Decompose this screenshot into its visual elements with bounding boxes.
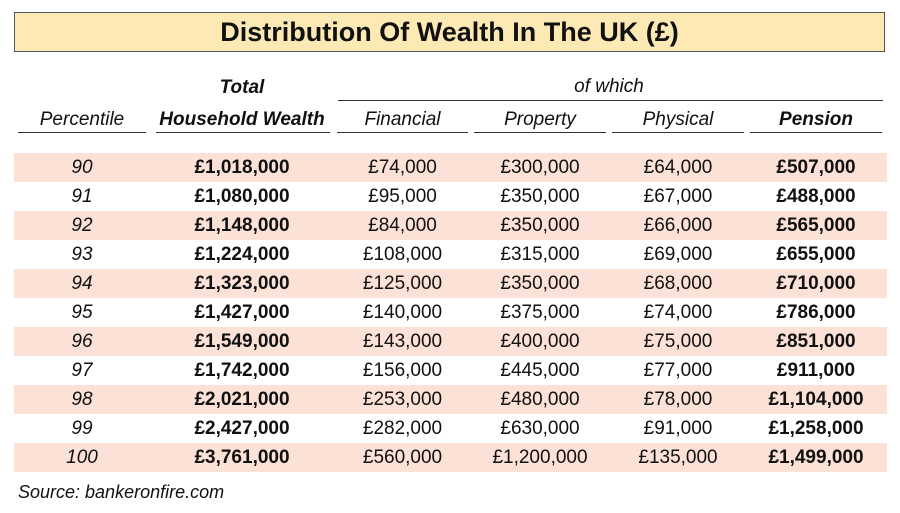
header-financial: Financial <box>364 109 441 130</box>
cell-property: £375,000 <box>500 302 580 323</box>
cell-pension: £786,000 <box>776 302 856 323</box>
header-rule-property <box>474 132 606 133</box>
cell-financial: £84,000 <box>368 215 437 236</box>
table-row: 90 £1,018,000 £74,000 £300,000 £64,000 £507,0… <box>14 153 887 182</box>
cell-pension: £655,000 <box>776 244 856 265</box>
cell-pension: £1,104,000 <box>768 389 864 410</box>
table-row: 94 £1,323,000 £125,000 £350,000 £68,000 £710,… <box>14 269 887 298</box>
cell-physical: £64,000 <box>643 157 713 178</box>
table-row: 91 £1,080,000 £95,000 £350,000 £67,000 £488,0… <box>14 182 887 211</box>
header-total-line2: Household Wealth <box>159 109 325 130</box>
cell-total: £1,427,000 <box>194 302 290 323</box>
header-property: Property <box>504 109 576 130</box>
group-header-underline <box>338 100 883 101</box>
header-percentile: Percentile <box>39 109 125 130</box>
cell-physical: £91,000 <box>643 418 713 439</box>
cell-financial: £143,000 <box>362 331 443 352</box>
cell-property: £350,000 <box>500 273 580 294</box>
cell-pension: £507,000 <box>776 157 856 178</box>
cell-total: £3,761,000 <box>194 447 290 468</box>
table-row: 100 £3,761,000 £560,000 £1,200,000 £135,000 £… <box>14 443 887 472</box>
cell-percentile: 91 <box>71 186 93 207</box>
cell-percentile: 100 <box>66 447 98 468</box>
cell-financial: £125,000 <box>362 273 443 294</box>
cell-property: £445,000 <box>500 360 580 381</box>
header-pension: Pension <box>779 109 853 130</box>
cell-pension: £710,000 <box>776 273 856 294</box>
cell-financial: £74,000 <box>368 157 437 178</box>
header-total-line1: Total <box>219 77 265 98</box>
header-rule-percentile <box>18 132 146 133</box>
cell-financial: £156,000 <box>362 360 443 381</box>
cell-total: £1,549,000 <box>194 331 290 352</box>
cell-total: £1,742,000 <box>194 360 290 381</box>
cell-pension: £565,000 <box>776 215 856 236</box>
cell-physical: £75,000 <box>643 331 713 352</box>
cell-total: £1,323,000 <box>194 273 290 294</box>
cell-property: £350,000 <box>500 215 580 236</box>
cell-property: £315,000 <box>500 244 580 265</box>
cell-physical: £69,000 <box>643 244 713 265</box>
cell-total: £1,080,000 <box>194 186 290 207</box>
cell-physical: £135,000 <box>638 447 718 468</box>
cell-total: £2,021,000 <box>194 389 290 410</box>
cell-financial: £108,000 <box>362 244 443 265</box>
cell-property: £630,000 <box>500 418 580 439</box>
cell-financial: £253,000 <box>362 389 443 410</box>
cell-percentile: 90 <box>71 157 93 178</box>
cell-percentile: 94 <box>71 273 93 294</box>
cell-financial: £560,000 <box>362 447 443 468</box>
cell-percentile: 98 <box>71 389 93 410</box>
cell-pension: £488,000 <box>776 186 856 207</box>
header-rule-physical <box>612 132 744 133</box>
cell-percentile: 93 <box>71 244 93 265</box>
cell-percentile: 92 <box>71 215 93 236</box>
cell-physical: £77,000 <box>643 360 713 381</box>
cell-property: £480,000 <box>500 389 580 410</box>
cell-percentile: 99 <box>71 418 93 439</box>
cell-financial: £282,000 <box>362 418 443 439</box>
cell-physical: £67,000 <box>643 186 713 207</box>
cell-pension: £1,499,000 <box>768 447 864 468</box>
cell-total: £1,148,000 <box>194 215 290 236</box>
cell-percentile: 96 <box>71 331 93 352</box>
table-row: 98 £2,021,000 £253,000 £480,000 £78,000 £1,10… <box>14 385 887 414</box>
group-header-of-which: of which <box>574 76 644 97</box>
cell-financial: £140,000 <box>362 302 443 323</box>
header-rule-pension <box>750 132 882 133</box>
table-row: 99 £2,427,000 £282,000 £630,000 £91,000 £1,25… <box>14 414 887 443</box>
source-note: Source: bankeronfire.com <box>18 482 225 502</box>
chart-title: Distribution Of Wealth In The UK (£) <box>220 16 679 47</box>
cell-physical: £78,000 <box>643 389 713 410</box>
table-row: 95 £1,427,000 £140,000 £375,000 £74,000 £786,… <box>14 298 887 327</box>
cell-total: £2,427,000 <box>194 418 290 439</box>
table-row: 96 £1,549,000 £143,000 £400,000 £75,000 £851,… <box>14 327 887 356</box>
cell-percentile: 95 <box>71 302 93 323</box>
cell-pension: £911,000 <box>776 360 856 381</box>
cell-total: £1,224,000 <box>194 244 290 265</box>
cell-financial: £95,000 <box>368 186 437 207</box>
cell-physical: £66,000 <box>643 215 713 236</box>
header-rule-financial <box>337 132 468 133</box>
chart-title-box: Distribution Of Wealth In The UK (£) <box>14 12 885 52</box>
cell-total: £1,018,000 <box>194 157 290 178</box>
header-physical: Physical <box>642 109 714 130</box>
cell-property: £300,000 <box>500 157 580 178</box>
cell-property: £400,000 <box>500 331 580 352</box>
cell-pension: £1,258,000 <box>768 418 864 439</box>
table-row: 93 £1,224,000 £108,000 £315,000 £69,000 £655,… <box>14 240 887 269</box>
cell-property: £1,200,000 <box>492 447 588 468</box>
table-row: 92 £1,148,000 £84,000 £350,000 £66,000 £565,0… <box>14 211 887 240</box>
cell-physical: £68,000 <box>643 273 713 294</box>
cell-pension: £851,000 <box>776 331 856 352</box>
cell-physical: £74,000 <box>643 302 713 323</box>
cell-property: £350,000 <box>500 186 580 207</box>
cell-percentile: 97 <box>71 360 93 381</box>
table-row: 97 £1,742,000 £156,000 £445,000 £77,000 £911,… <box>14 356 887 385</box>
header-rule-total <box>156 132 330 133</box>
